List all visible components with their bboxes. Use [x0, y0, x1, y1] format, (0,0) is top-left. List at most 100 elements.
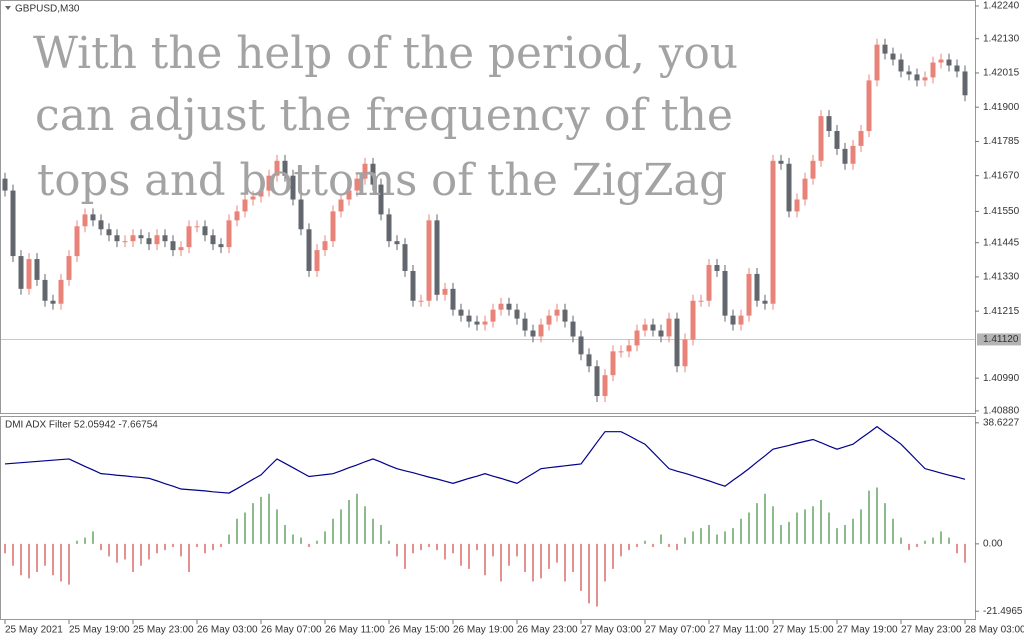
candle-body	[282, 160, 288, 176]
candle-body	[634, 330, 640, 346]
candle-body	[706, 265, 712, 301]
y-tick-label: 1.41900	[983, 102, 1020, 113]
x-tick-label: 26 May 11:00	[325, 625, 385, 636]
y-tick-label: 1.40990	[983, 373, 1020, 384]
candle-body	[578, 336, 584, 355]
y-tick-label: 1.42015	[983, 68, 1020, 79]
candle-body	[546, 315, 552, 325]
x-tick-label: 26 May 19:00	[453, 625, 514, 636]
x-tick-label: 26 May 07:00	[261, 625, 322, 636]
symbol-menu-icon[interactable]	[5, 6, 11, 10]
candle-body	[418, 300, 424, 302]
candle-body	[26, 259, 32, 289]
candle-body	[826, 116, 832, 132]
y-tick-label: 38.6227	[983, 417, 1020, 428]
candle-body	[122, 241, 128, 243]
y-tick-label: 0.00	[983, 538, 1003, 549]
x-tick-label: 27 May 07:00	[645, 625, 706, 636]
current-price-box	[977, 333, 1021, 346]
y-tick-label: 1.42240	[983, 1, 1020, 12]
candle-body	[922, 77, 928, 81]
candle-body	[98, 220, 104, 230]
candle-body	[770, 160, 776, 304]
candle-body	[562, 309, 568, 322]
candle-body	[594, 366, 600, 397]
candle-body	[882, 44, 888, 54]
candle-body	[954, 65, 960, 72]
candle-body	[290, 175, 296, 200]
candle-body	[218, 244, 224, 248]
candle-body	[106, 229, 112, 236]
candle-body	[50, 300, 56, 304]
x-tick-label: 25 May 23:00	[133, 625, 194, 636]
y-tick-label: 1.41670	[983, 170, 1020, 181]
candle-body	[586, 354, 592, 367]
candle-body	[762, 300, 768, 304]
candle-body	[450, 288, 456, 310]
x-tick-label: 26 May 03:00	[197, 625, 258, 636]
candle-body	[18, 256, 24, 289]
y-tick-label: 1.41330	[983, 272, 1020, 283]
candle-body	[114, 235, 120, 242]
y-tick-label: -21.4965	[983, 606, 1023, 617]
candle-body	[650, 324, 656, 331]
candle-body	[698, 300, 704, 302]
candle-body	[242, 199, 248, 212]
candle-body	[178, 247, 184, 251]
candle-body	[482, 321, 488, 325]
candle-body	[42, 279, 48, 301]
x-tick-label: 27 May 19:00	[837, 625, 898, 636]
candle-body	[234, 211, 240, 221]
candle-body	[946, 59, 952, 66]
candle-body	[754, 273, 760, 301]
candle-body	[850, 145, 856, 164]
x-tick-label: 27 May 23:00	[901, 625, 962, 636]
x-tick-label: 25 May 19:00	[69, 625, 130, 636]
candle-body	[202, 226, 208, 236]
candle-body	[794, 199, 800, 212]
candle-body	[66, 256, 72, 280]
candle-body	[434, 220, 440, 295]
candle-body	[570, 321, 576, 337]
candle-body	[170, 241, 176, 251]
candle-body	[530, 330, 536, 337]
y-tick-label: 1.41445	[983, 237, 1020, 248]
candle-body	[146, 238, 152, 245]
candle-body	[402, 244, 408, 271]
y-tick-label: 1.41785	[983, 136, 1020, 147]
candle-body	[490, 309, 496, 322]
candle-body	[730, 315, 736, 325]
candle-body	[610, 351, 616, 376]
indicator-title: DMI ADX Filter 52.05942 -7.66754	[5, 420, 158, 431]
candle-body	[58, 279, 64, 304]
candle-body	[818, 116, 824, 161]
candle-body	[714, 265, 720, 271]
candle-body	[778, 160, 784, 164]
candle-body	[618, 351, 624, 353]
x-tick-label: 27 May 15:00	[773, 625, 834, 636]
candle-body	[458, 309, 464, 316]
candle-body	[186, 226, 192, 248]
candle-body	[362, 163, 368, 179]
candle-body	[298, 199, 304, 230]
annotation: can adjust the frequency of the	[35, 90, 733, 141]
candle-body	[602, 375, 608, 397]
candle-body	[330, 211, 336, 242]
candle-body	[474, 321, 480, 325]
candle-body	[666, 318, 672, 337]
candle-body	[346, 190, 352, 200]
symbol-title: GBPUSD,M30	[15, 4, 80, 15]
candle-body	[258, 190, 264, 197]
candle-body	[874, 44, 880, 81]
annotation: tops and bottoms of the ZigZag	[37, 155, 727, 206]
y-tick-label: 1.41215	[983, 306, 1020, 317]
candle-body	[2, 178, 8, 191]
candle-body	[306, 229, 312, 271]
candle-body	[834, 131, 840, 149]
x-tick-label: 25 May 2021	[5, 625, 63, 636]
candle-body	[74, 226, 80, 257]
candle-body	[410, 270, 416, 301]
candle-body	[466, 315, 472, 322]
